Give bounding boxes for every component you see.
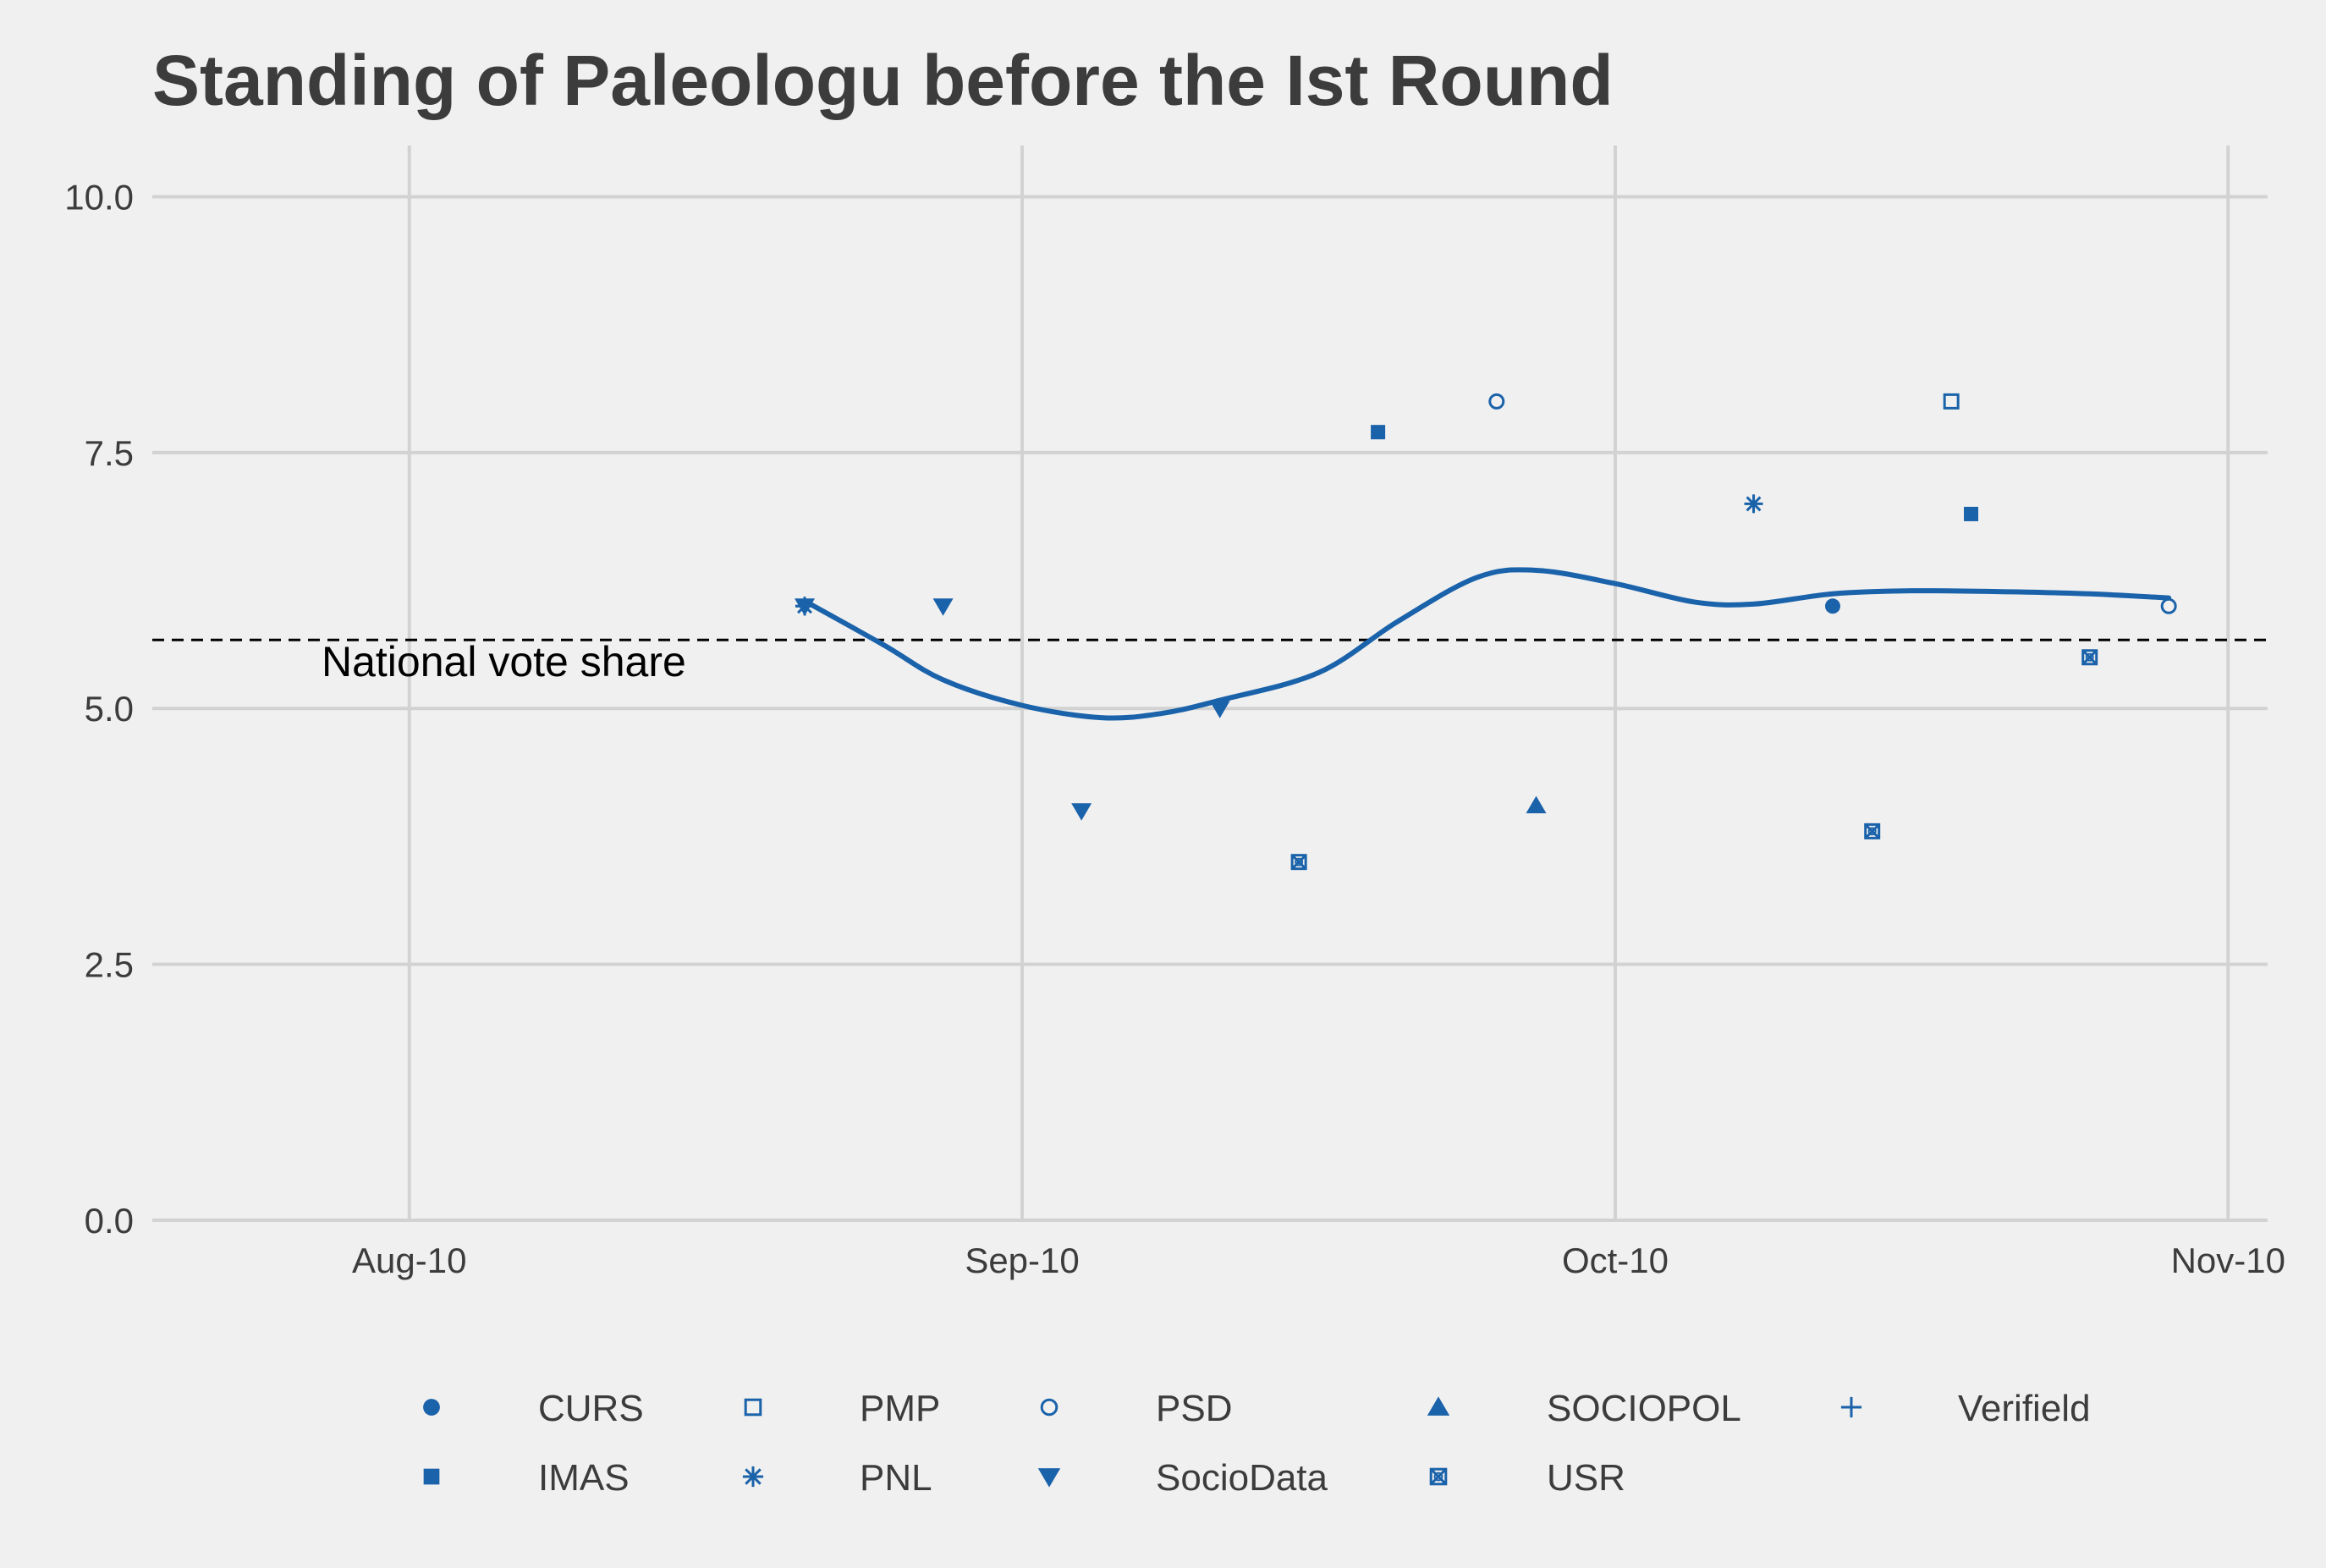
legend-label: USR <box>1547 1457 1625 1499</box>
legend-marker <box>1037 1468 1061 1488</box>
data-point-sociodata <box>932 598 954 616</box>
legend-marker <box>1429 1467 1448 1486</box>
data-point-curs <box>1824 598 1840 614</box>
x-gridlines <box>407 146 2230 1220</box>
legend: CURS PMP PSD SOCIOPOL Verifield IMAS PNL SocioD… <box>423 1388 2091 1499</box>
legend-item-sociodata: SocioData <box>1037 1457 1328 1499</box>
legend-item-pnl: PNL <box>742 1457 932 1499</box>
legend-marker <box>742 1466 764 1488</box>
chart-title: Standing of Paleologu before the Ist Rou… <box>152 41 1614 120</box>
reference-line-label: National vote share <box>322 638 686 685</box>
legend-item-imas: IMAS <box>423 1457 630 1499</box>
axis-tick-labels: 0.0 2.5 5.0 7.5 10.0 Aug-10 Sep-10 Oct-10 Nov-10 <box>64 177 2285 1280</box>
data-point-psd <box>1488 393 1505 410</box>
data-point-sociodata <box>795 598 816 616</box>
legend-marker <box>1840 1396 1862 1418</box>
data-point-imas <box>1371 425 1386 440</box>
x-tick-label: Oct-10 <box>1562 1241 1669 1280</box>
legend-label: PMP <box>860 1388 940 1429</box>
data-point-psd <box>2160 597 2177 614</box>
data-point-sociodata <box>1071 803 1092 821</box>
data-points <box>795 393 2177 871</box>
y-tick-label: 5.0 <box>85 689 134 729</box>
x-tick-label: Aug-10 <box>352 1241 466 1280</box>
x-tick-label: Sep-10 <box>965 1241 1079 1280</box>
data-point-sociodata <box>1209 701 1230 718</box>
legend-marker <box>423 1399 440 1416</box>
data-point-sociopol <box>1526 795 1547 814</box>
legend-item-psd: PSD <box>1040 1388 1232 1429</box>
legend-item-verifield: Verifield <box>1840 1388 2091 1429</box>
y-tick-label: 0.0 <box>85 1201 134 1241</box>
legend-marker <box>1427 1396 1450 1416</box>
legend-label: SOCIOPOL <box>1547 1388 1741 1429</box>
legend-marker <box>423 1468 440 1485</box>
trend-line-group <box>802 567 2172 721</box>
data-point-pmp <box>1943 393 1960 410</box>
legend-marker <box>1040 1398 1059 1417</box>
legend-marker <box>744 1398 762 1417</box>
legend-item-pmp: PMP <box>744 1388 940 1429</box>
y-tick-label: 10.0 <box>64 177 134 217</box>
y-gridlines <box>152 195 2268 1222</box>
data-point-pnl <box>1744 494 1763 514</box>
legend-label: SocioData <box>1156 1457 1328 1499</box>
legend-label: PNL <box>860 1457 932 1499</box>
data-point-usr <box>1864 823 1881 839</box>
trend-line <box>802 567 2172 721</box>
y-tick-label: 2.5 <box>85 945 134 985</box>
legend-item-sociopol: SOCIOPOL <box>1427 1388 1741 1429</box>
data-point-usr <box>1290 854 1307 871</box>
data-point-usr <box>2081 649 2098 666</box>
legend-item-usr: USR <box>1429 1457 1625 1499</box>
legend-label: IMAS <box>538 1457 630 1499</box>
reference-line-group: National vote share <box>152 638 2268 685</box>
legend-label: CURS <box>538 1388 644 1429</box>
legend-label: Verifield <box>1958 1388 2091 1429</box>
y-tick-label: 7.5 <box>85 433 134 473</box>
legend-item-curs: CURS <box>423 1388 644 1429</box>
legend-label: PSD <box>1156 1388 1232 1429</box>
x-tick-label: Nov-10 <box>2171 1241 2285 1280</box>
data-point-imas <box>1964 506 1979 521</box>
